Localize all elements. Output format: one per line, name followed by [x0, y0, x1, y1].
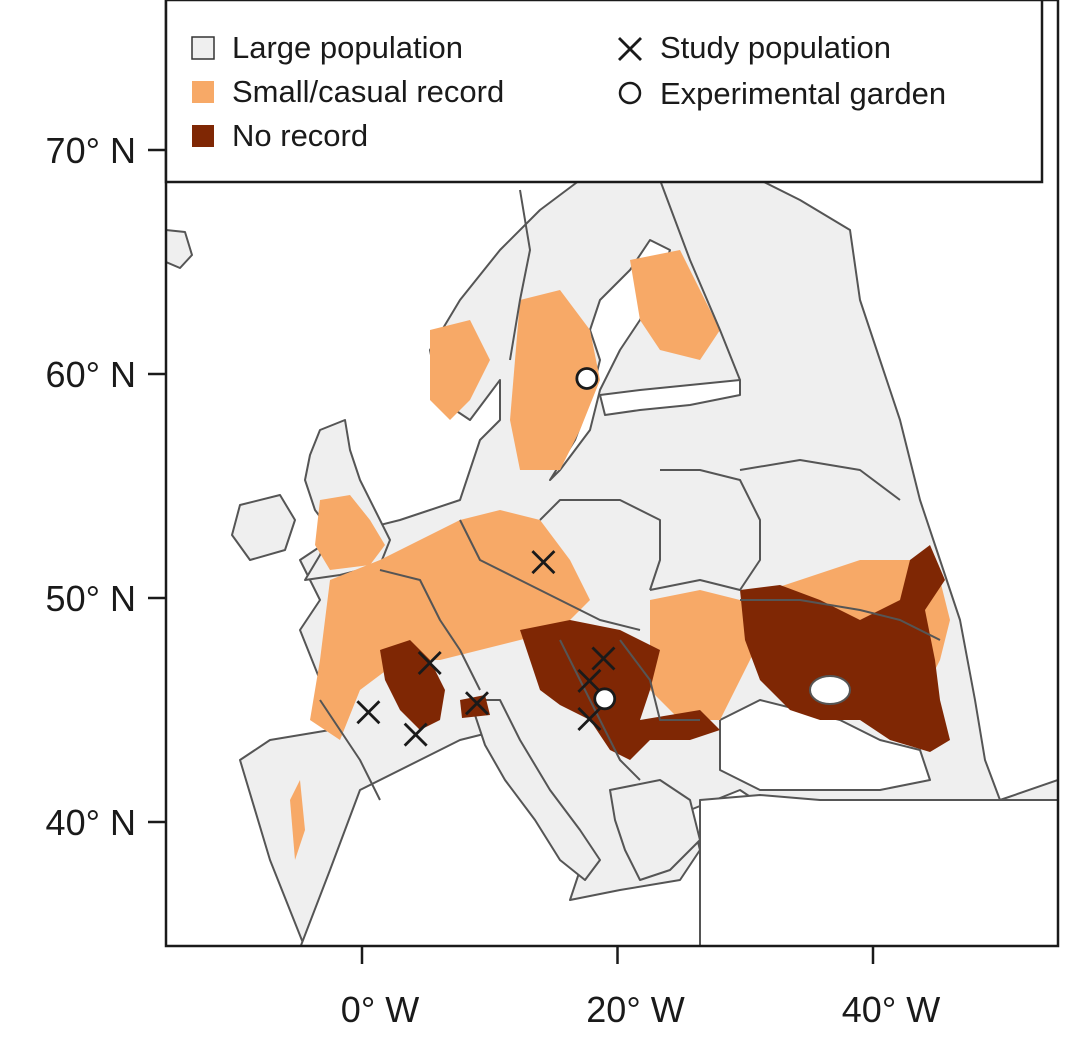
orange-britain — [315, 495, 385, 570]
y-tick-label: 40° N — [46, 802, 136, 843]
study-population-marker — [417, 650, 442, 675]
brown-pannonia — [520, 620, 720, 760]
orange-spain — [290, 780, 305, 860]
study-population-marker — [591, 646, 616, 671]
border-8 — [509, 189, 531, 361]
legend-label-garden: Experimental garden — [660, 76, 946, 111]
brown-ukraine — [740, 545, 950, 752]
country-borders — [319, 179, 941, 801]
experimental-garden-marker — [575, 367, 599, 390]
border-5 — [739, 459, 901, 501]
study-population-marker — [356, 700, 381, 725]
land-ireland — [231, 494, 296, 561]
border-2 — [459, 519, 641, 631]
legend-label-study: Study population — [660, 30, 891, 65]
y-tick-label: 60° N — [46, 354, 136, 395]
legend-circle-icon — [618, 81, 642, 105]
legend-swatch-large — [191, 36, 215, 60]
orange-scandinavia — [430, 320, 490, 420]
x-tick-label: 0° W — [341, 989, 419, 1030]
legend-swatch-small — [192, 81, 214, 103]
land-anatolia — [699, 794, 1058, 946]
legend-box — [164, 0, 1044, 184]
border-1 — [379, 569, 481, 691]
orange-finland — [630, 250, 720, 360]
border-4 — [649, 469, 761, 591]
land-italy — [469, 699, 601, 881]
study-population-marker — [403, 722, 428, 747]
study-population-marker — [577, 706, 602, 731]
legend: Large population Small/casual record No … — [164, 0, 1044, 184]
orange-west-central — [310, 510, 590, 740]
land-iceland — [166, 229, 193, 269]
orange-balkans — [650, 590, 760, 720]
orange-sweden — [510, 290, 600, 470]
border-3 — [539, 499, 661, 591]
x-tick-label: 20° W — [586, 989, 684, 1030]
border-6 — [619, 639, 700, 721]
border-10 — [319, 699, 381, 801]
legend-swatch-none — [192, 125, 214, 147]
border-7 — [559, 639, 641, 781]
border-9 — [659, 179, 741, 381]
legend-cross-icon — [618, 37, 642, 61]
no-record-layer — [380, 545, 950, 760]
legend-label-none: No record — [232, 118, 368, 153]
plot-frame — [164, 0, 1060, 948]
land-greece — [609, 779, 701, 881]
points-layer — [356, 367, 617, 747]
y-tick-label: 70° N — [46, 130, 136, 171]
azov-sea — [809, 675, 851, 705]
gulf-of-finland — [599, 379, 741, 416]
legend-label-small: Small/casual record — [232, 74, 504, 109]
study-population-marker — [464, 691, 489, 716]
border-11 — [740, 599, 941, 641]
legend-label-large: Large population — [232, 30, 463, 65]
y-tick-label: 50° N — [46, 578, 136, 619]
axes-layer: 0° W 20° W 40° W 40° N 50° N 60° N 70° N — [46, 130, 941, 1030]
study-population-marker — [531, 550, 556, 575]
x-tick-label: 40° W — [842, 989, 940, 1030]
experimental-garden-marker — [593, 687, 617, 711]
study-population-marker — [577, 668, 602, 693]
